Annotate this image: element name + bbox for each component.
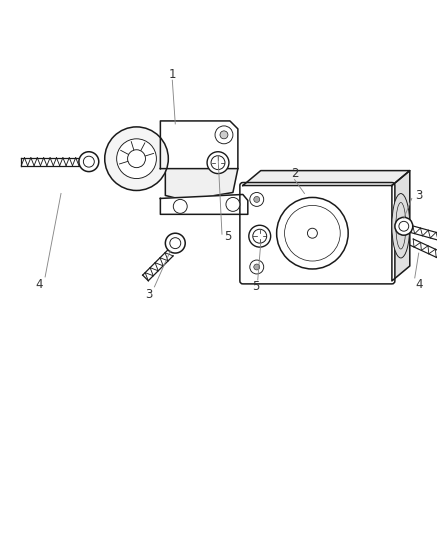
- Circle shape: [207, 152, 229, 174]
- Circle shape: [307, 228, 318, 238]
- Circle shape: [105, 127, 168, 190]
- Circle shape: [220, 131, 228, 139]
- Circle shape: [250, 192, 264, 206]
- Circle shape: [254, 264, 260, 270]
- Circle shape: [173, 199, 187, 213]
- Text: 4: 4: [415, 278, 423, 292]
- FancyBboxPatch shape: [240, 182, 395, 284]
- Circle shape: [254, 197, 260, 203]
- Circle shape: [249, 225, 271, 247]
- Text: 3: 3: [145, 288, 152, 301]
- Polygon shape: [243, 171, 410, 185]
- Circle shape: [117, 139, 156, 179]
- Text: 5: 5: [252, 280, 259, 293]
- Circle shape: [127, 150, 145, 168]
- Text: 2: 2: [291, 167, 298, 180]
- Circle shape: [277, 197, 348, 269]
- Polygon shape: [392, 171, 410, 281]
- Circle shape: [165, 233, 185, 253]
- Circle shape: [79, 152, 99, 172]
- Text: 4: 4: [35, 278, 43, 292]
- Polygon shape: [160, 195, 248, 214]
- Ellipse shape: [392, 193, 410, 258]
- Circle shape: [215, 126, 233, 144]
- Polygon shape: [165, 168, 238, 200]
- Circle shape: [395, 217, 413, 235]
- Text: 3: 3: [415, 189, 422, 202]
- Circle shape: [226, 197, 240, 212]
- Polygon shape: [160, 121, 238, 168]
- Text: 5: 5: [224, 230, 232, 243]
- Circle shape: [250, 260, 264, 274]
- Text: 1: 1: [169, 68, 176, 80]
